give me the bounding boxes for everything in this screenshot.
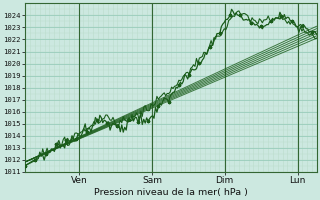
X-axis label: Pression niveau de la mer( hPa ): Pression niveau de la mer( hPa ) (94, 188, 248, 197)
